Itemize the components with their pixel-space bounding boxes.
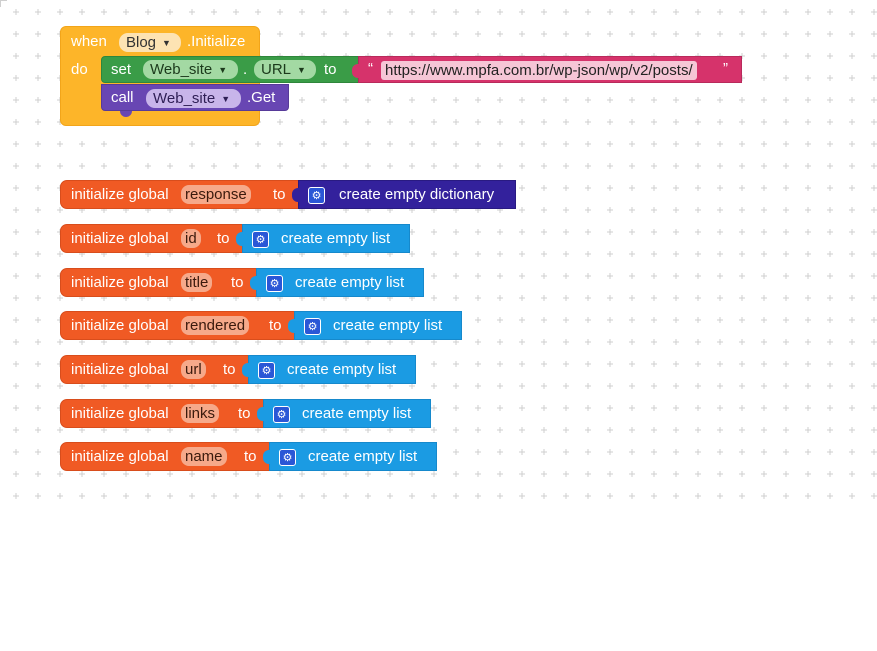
call-web-site-get-block[interactable]: call Web_site ▼ .Get	[101, 84, 289, 117]
do-label: do	[71, 61, 88, 78]
to-label: to	[324, 61, 337, 78]
value-label: create empty list	[281, 230, 391, 247]
to-label: to	[273, 186, 286, 203]
global-variable-name-field[interactable]: name	[181, 447, 227, 466]
text-string-block[interactable]: “ https://www.mpfa.com.br/wp-json/wp/v2/…	[352, 56, 742, 83]
open-quote: “	[368, 60, 373, 77]
gear-icon[interactable]: ⚙	[252, 231, 269, 248]
value-label: create empty dictionary	[339, 186, 495, 203]
blocks-workspace[interactable]: when Blog ▼ .Initialize do set Web_site ▼ …	[0, 0, 877, 508]
value-label: create empty list	[302, 405, 412, 422]
initialize-global-label: initialize global	[71, 317, 169, 334]
value-plug	[263, 450, 272, 464]
value-plug	[236, 232, 245, 246]
gear-icon[interactable]: ⚙	[266, 275, 283, 292]
create-empty-list-block[interactable]: ⚙ create empty list	[242, 355, 416, 384]
global-variable-name-field[interactable]: links	[181, 404, 220, 423]
value-plug	[242, 363, 251, 377]
initialize-global-block[interactable]: initialize global links to	[60, 399, 267, 428]
value-label: create empty list	[333, 317, 443, 334]
to-label: to	[217, 230, 230, 247]
set-component-dropdown[interactable]: Web_site ▼	[143, 60, 238, 79]
property-dropdown[interactable]: URL ▼	[254, 60, 316, 79]
dropdown-arrow-icon: ▼	[221, 94, 231, 104]
create-empty-list-block[interactable]: ⚙ create empty list	[250, 268, 424, 297]
call-component-dropdown[interactable]: Web_site ▼	[146, 89, 241, 108]
component-dropdown[interactable]: Blog ▼	[119, 33, 181, 52]
gear-icon[interactable]: ⚙	[258, 362, 275, 379]
value-label: create empty list	[295, 274, 405, 291]
method-label: .Get	[247, 89, 276, 106]
text-plug	[352, 64, 361, 78]
gear-icon[interactable]: ⚙	[308, 187, 325, 204]
property-value: URL	[261, 61, 292, 78]
dropdown-arrow-icon: ▼	[162, 38, 171, 48]
gear-icon[interactable]: ⚙	[273, 406, 290, 423]
create-empty-list-block[interactable]: ⚙ create empty list	[263, 442, 437, 471]
initialize-global-label: initialize global	[71, 230, 169, 247]
to-label: to	[238, 405, 251, 422]
global-variable-name-field[interactable]: id	[181, 229, 201, 248]
call-label: call	[111, 89, 134, 106]
dot-separator: .	[243, 61, 248, 78]
create-empty-list-block[interactable]: ⚙ create empty list	[288, 311, 462, 340]
value-label: create empty list	[287, 361, 397, 378]
call-block-connector	[120, 111, 132, 117]
global-variable-name-field[interactable]: title	[181, 273, 213, 292]
component-dropdown-value: Blog	[126, 34, 157, 51]
global-variable-name-field[interactable]: rendered	[181, 316, 250, 335]
value-plug	[288, 319, 297, 333]
value-plug	[292, 188, 301, 202]
create-empty-list-block[interactable]: ⚙ create empty list	[236, 224, 410, 253]
value-plug	[250, 276, 259, 290]
when-label: when	[71, 33, 107, 50]
initialize-global-block[interactable]: initialize global id to	[60, 224, 246, 253]
call-component-value: Web_site	[153, 90, 216, 107]
to-label: to	[223, 361, 236, 378]
value-label: create empty list	[308, 448, 418, 465]
dropdown-arrow-icon: ▼	[218, 65, 228, 75]
global-variable-name-field[interactable]: url	[181, 360, 206, 379]
initialize-global-label: initialize global	[71, 186, 169, 203]
close-quote: ”	[723, 60, 728, 77]
initialize-global-block[interactable]: initialize global url to	[60, 355, 252, 384]
url-text-field[interactable]: https://www.mpfa.com.br/wp-json/wp/v2/po…	[381, 61, 697, 80]
initialize-global-label: initialize global	[71, 361, 169, 378]
set-component-value: Web_site	[150, 61, 213, 78]
value-plug	[257, 407, 266, 421]
initialize-global-label: initialize global	[71, 448, 169, 465]
create-empty-list-block[interactable]: ⚙ create empty list	[257, 399, 431, 428]
dropdown-arrow-icon: ▼	[297, 65, 306, 75]
to-label: to	[269, 317, 282, 334]
event-name-label: .Initialize	[187, 33, 246, 50]
gear-icon[interactable]: ⚙	[279, 449, 296, 466]
to-label: to	[231, 274, 244, 291]
initialize-global-block[interactable]: initialize global rendered to	[60, 311, 298, 340]
gear-icon[interactable]: ⚙	[304, 318, 321, 335]
create-empty-dictionary-block[interactable]: ⚙ create empty dictionary	[292, 180, 516, 209]
initialize-global-label: initialize global	[71, 274, 169, 291]
to-label: to	[244, 448, 257, 465]
initialize-global-label: initialize global	[71, 405, 169, 422]
initialize-global-block[interactable]: initialize global response to	[60, 180, 302, 209]
global-variable-name-field[interactable]: response	[181, 185, 251, 204]
set-label: set	[111, 61, 132, 78]
set-web-site-url-block[interactable]: set Web_site ▼ . URL ▼ to	[101, 56, 359, 83]
initialize-global-block[interactable]: initialize global name to	[60, 442, 273, 471]
initialize-global-block[interactable]: initialize global title to	[60, 268, 260, 297]
